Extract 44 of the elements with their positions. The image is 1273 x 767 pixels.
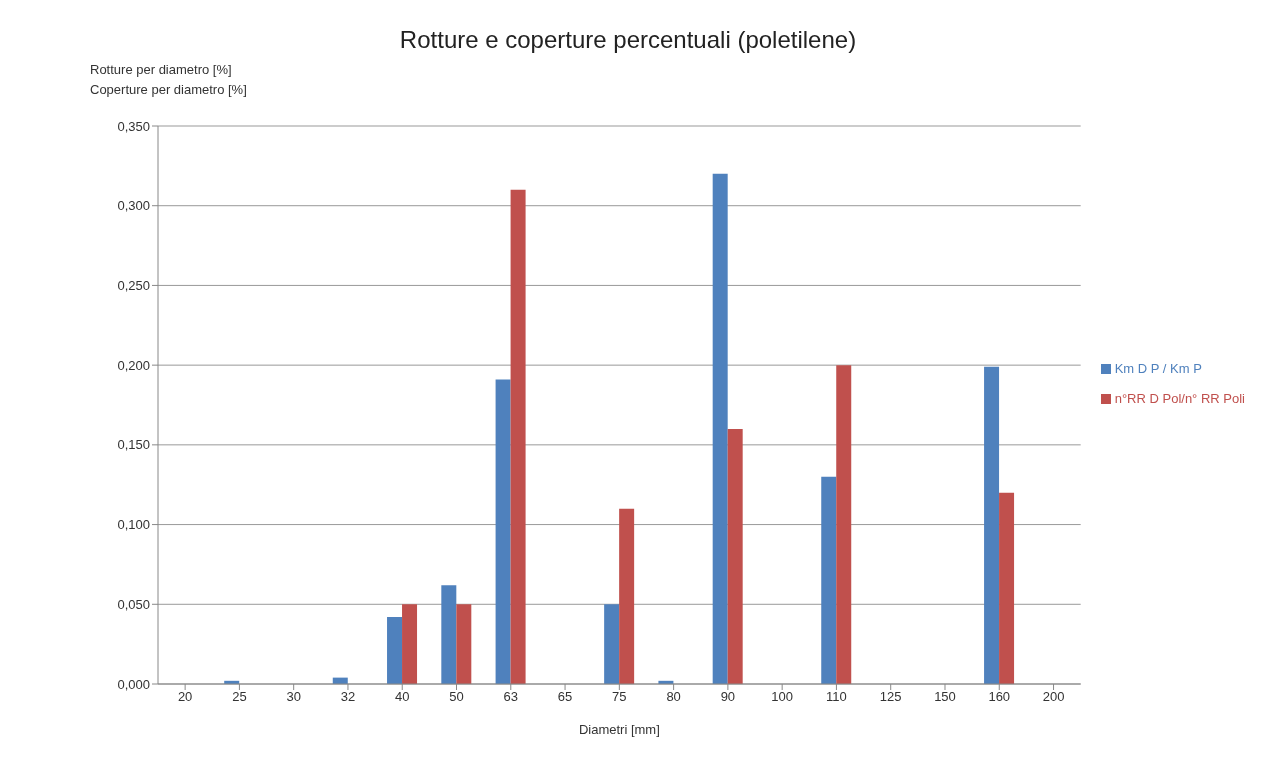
- y-tick-label: 0,250: [117, 278, 150, 294]
- legend-label: n°RR D Pol/n° RR Poli: [1114, 390, 1245, 406]
- x-tick-label: 40: [395, 689, 410, 705]
- x-tick-label: 50: [449, 689, 464, 705]
- bar: [456, 604, 472, 684]
- bar: [821, 476, 837, 684]
- chart-title: Rotture e coperture percentuali (poletilene): [398, 26, 858, 54]
- x-tick-label: 63: [503, 689, 519, 705]
- bar: [712, 173, 728, 684]
- y-tick-label: 0,200: [117, 357, 150, 373]
- y-tick-label: 0,350: [117, 118, 150, 134]
- x-tick-label: 30: [286, 689, 301, 705]
- bar: [510, 189, 526, 684]
- x-tick-label: 20: [177, 689, 193, 705]
- bar: [619, 508, 635, 684]
- x-tick-label: 32: [340, 689, 356, 705]
- legend-label: Km D P / Km P: [1114, 360, 1202, 376]
- bar: [727, 428, 743, 684]
- x-tick-label: 80: [666, 689, 681, 705]
- y-tick-label: 0,150: [117, 437, 150, 453]
- x-tick-label: 200: [1042, 689, 1065, 705]
- y-tick-label: 0,300: [117, 198, 150, 214]
- x-tick-label: 160: [988, 689, 1011, 705]
- x-tick-label: 110: [826, 689, 847, 705]
- x-tick-label: 125: [879, 689, 902, 705]
- y-axis-title: Rotture per diametro [%] Coperture per diametro [%]: [90, 61, 247, 99]
- bar: [984, 366, 1000, 684]
- y-tick-label: 0,100: [117, 517, 150, 533]
- bar: [604, 604, 620, 684]
- x-tick-label: 100: [771, 689, 794, 705]
- x-tick-label: 90: [720, 689, 736, 705]
- y-tick-label: 0,050: [117, 596, 150, 612]
- y-tick-label: 0,000: [117, 676, 150, 692]
- x-tick-label: 150: [934, 689, 956, 705]
- bar: [836, 365, 852, 684]
- x-axis-title: Diametri [mm]: [578, 722, 660, 737]
- bar: [402, 604, 418, 684]
- x-tick-label: 75: [612, 689, 627, 705]
- bar: [387, 617, 403, 684]
- bar: [999, 492, 1015, 684]
- x-tick-label: 25: [232, 689, 247, 705]
- x-tick-label: 65: [557, 689, 573, 705]
- bar: [441, 585, 457, 684]
- bar: [495, 379, 511, 684]
